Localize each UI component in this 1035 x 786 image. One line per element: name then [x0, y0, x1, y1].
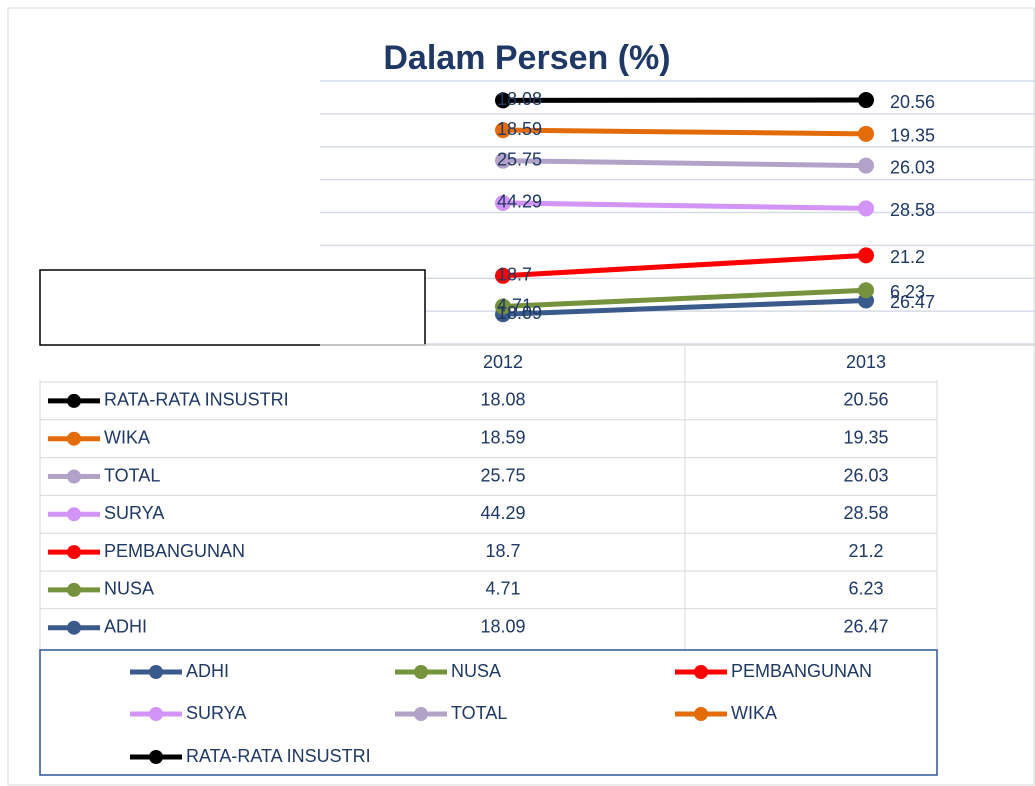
- table-key-marker: [67, 582, 81, 597]
- legend-label: NUSA: [451, 661, 501, 681]
- data-label: 28.58: [890, 200, 935, 220]
- series-line: [502, 127, 867, 137]
- data-point: [858, 247, 874, 264]
- legend-box: [39, 649, 938, 776]
- legend-label: PEMBANGUNAN: [731, 661, 872, 681]
- data-point: [858, 157, 874, 174]
- table-row-label: SURYA: [104, 503, 164, 523]
- table-cell: 18.59: [480, 427, 525, 447]
- data-point: [495, 122, 511, 139]
- table-cell: 18.08: [480, 390, 525, 410]
- data-label: 19.35: [890, 126, 935, 146]
- table-cell: 4.71: [485, 579, 520, 599]
- data-point: [495, 267, 511, 284]
- series-line: [502, 200, 867, 211]
- data-label: 25.75: [497, 149, 542, 169]
- data-label: 26.03: [890, 157, 935, 177]
- data-label: 18.59: [497, 119, 542, 139]
- data-label: 18.09: [497, 303, 542, 323]
- table-row-label: PEMBANGUNAN: [104, 541, 245, 561]
- table-row-label: RATA-RATA INSUSTRI: [104, 390, 289, 410]
- table-row-label: TOTAL: [104, 465, 160, 485]
- legend-key-marker: [694, 665, 708, 679]
- legend-key-marker: [414, 707, 428, 721]
- table-cell: 19.35: [843, 427, 888, 447]
- table-key-marker: [67, 431, 81, 446]
- legend-key-marker: [694, 707, 708, 721]
- table-key-marker: [67, 507, 81, 522]
- table-cell: 44.29: [480, 503, 525, 523]
- legend-label: RATA-RATA INSUSTRI: [186, 746, 371, 766]
- data-label: 6.23: [890, 282, 925, 302]
- table-cell: 6.23: [848, 579, 883, 599]
- data-point: [495, 298, 511, 315]
- overlay-box: [39, 269, 426, 346]
- legend-key-marker: [149, 707, 163, 721]
- table-cell: 18.09: [480, 616, 525, 636]
- table-key-marker: [67, 620, 81, 635]
- data-point: [858, 200, 874, 217]
- table-row-label: ADHI: [104, 616, 147, 636]
- data-point: [495, 152, 511, 169]
- legend-label: WIKA: [731, 703, 777, 723]
- data-point: [858, 282, 874, 299]
- table-row-label: NUSA: [104, 579, 154, 599]
- data-point: [495, 92, 511, 109]
- legend-key-marker: [149, 750, 163, 764]
- data-point: [495, 194, 511, 211]
- table-key-marker: [67, 393, 81, 408]
- series-line: [502, 252, 867, 279]
- table-key-marker: [67, 545, 81, 560]
- series-line: [502, 287, 867, 310]
- data-label: 26.47: [890, 292, 935, 312]
- table-cell: 26.03: [843, 465, 888, 485]
- table-cell: 28.58: [843, 503, 888, 523]
- x-tick-label: 2012: [483, 352, 523, 372]
- legend-label: TOTAL: [451, 703, 507, 723]
- data-label: 18.7: [497, 265, 532, 285]
- table-cell: 18.7: [485, 541, 520, 561]
- table-cell: 21.2: [848, 541, 883, 561]
- data-label: 4.71: [497, 295, 532, 315]
- table-key-marker: [67, 469, 81, 484]
- legend-key-marker: [414, 665, 428, 679]
- data-point: [858, 125, 874, 142]
- legend-label: ADHI: [186, 661, 229, 681]
- table-cell: 20.56: [843, 390, 888, 410]
- table-row-label: WIKA: [104, 427, 150, 447]
- series-line: [502, 297, 867, 317]
- legend-key-marker: [149, 665, 163, 679]
- table-cell: 26.47: [843, 616, 888, 636]
- series-line: [502, 158, 867, 169]
- x-tick-label: 2013: [846, 352, 886, 372]
- data-label: 44.29: [497, 192, 542, 212]
- legend-label: SURYA: [186, 703, 246, 723]
- data-label: 20.56: [890, 92, 935, 112]
- chart-title: Dalam Persen (%): [383, 39, 670, 77]
- table-cell: 25.75: [480, 465, 525, 485]
- data-point: [858, 92, 874, 109]
- data-label: 21.2: [890, 247, 925, 267]
- data-label: 18.08: [497, 89, 542, 109]
